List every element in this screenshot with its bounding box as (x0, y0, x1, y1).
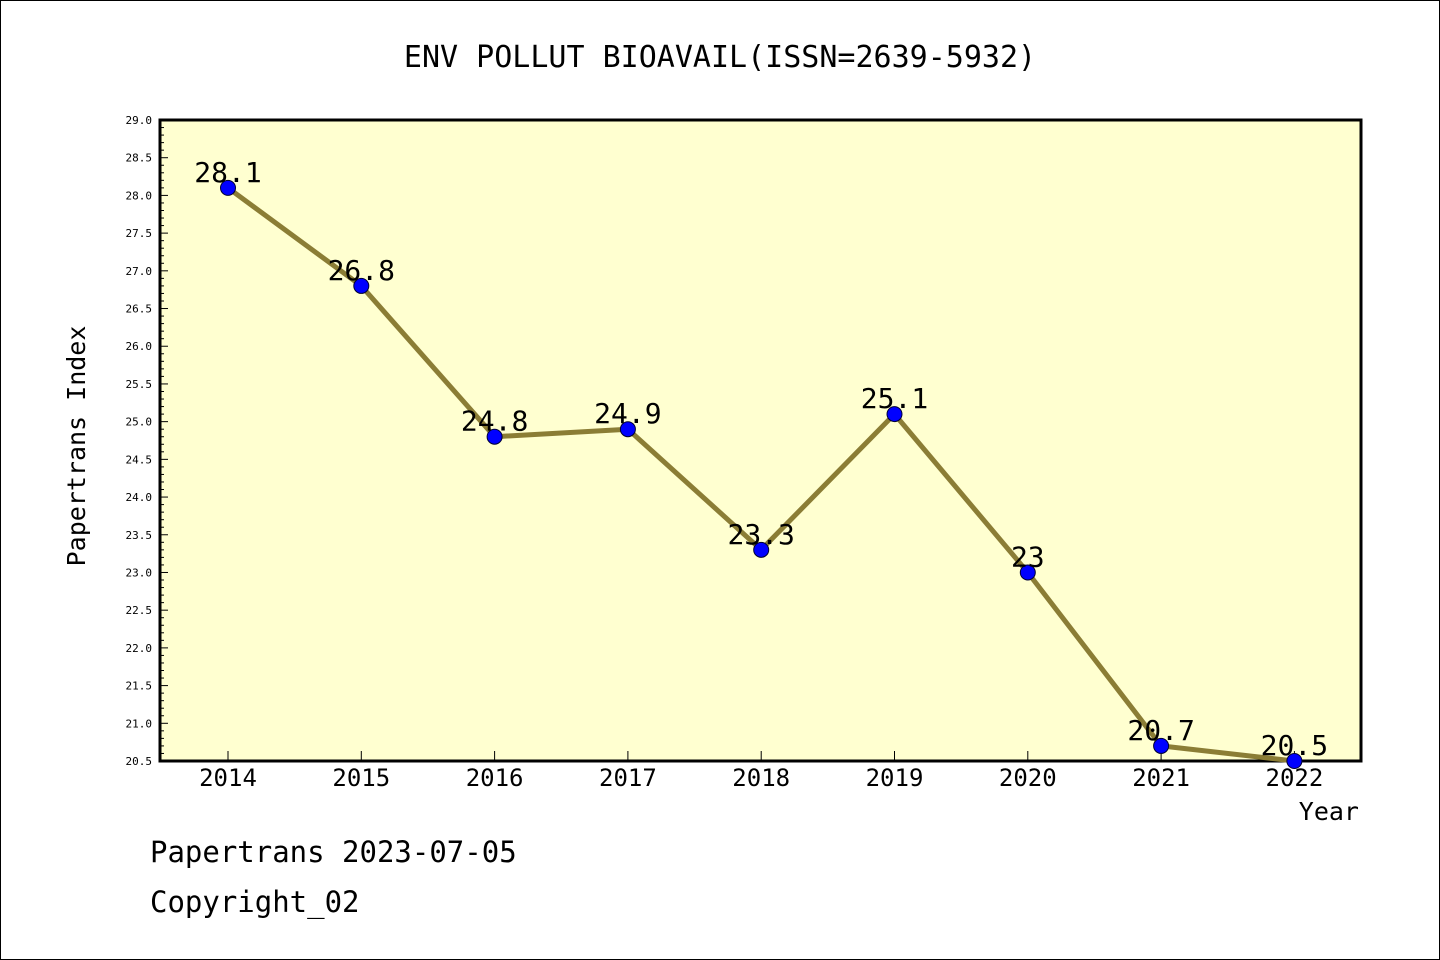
data-point-marker (1153, 737, 1170, 754)
footer-copyright-text: Copyright_02 (150, 885, 360, 919)
y-tick-label: 29.0 (126, 114, 153, 127)
x-tick-label: 2018 (732, 764, 790, 792)
y-tick-label: 22.0 (126, 642, 153, 655)
y-tick-label: 21.0 (126, 717, 153, 730)
y-tick-label: 27.0 (126, 265, 153, 278)
y-tick-label: 26.0 (126, 340, 153, 353)
y-tick-label: 20.5 (126, 755, 153, 768)
y-tick-label: 23.5 (126, 529, 153, 542)
data-point-marker (1019, 564, 1036, 581)
data-label: 20.5 (1261, 729, 1328, 762)
data-labels: 28.1 26.8 24.8 24.9 23.3 25.1 23 20.7 20.5 (194, 156, 1328, 762)
data-point-marker (619, 421, 636, 438)
x-tick-label: 2016 (466, 764, 524, 792)
y-tick-label: 23.0 (126, 566, 153, 579)
data-label: 23.3 (727, 518, 794, 551)
y-tick-label: 27.5 (126, 227, 153, 240)
chart-title: ENV POLLUT BIOAVAIL(ISSN=2639-5932) (404, 40, 1036, 75)
x-tick-label: 2014 (199, 764, 257, 792)
y-tick-label: 21.5 (126, 680, 153, 693)
y-tick-label: 22.5 (126, 604, 153, 617)
x-axis-label: Year (1299, 797, 1359, 826)
data-label: 24.9 (594, 397, 661, 430)
x-tick-label: 2020 (999, 764, 1057, 792)
y-tick-label: 25.0 (126, 416, 153, 429)
y-tick-label: 28.5 (126, 152, 153, 165)
data-label: 24.8 (461, 405, 528, 438)
data-label: 20.7 (1127, 714, 1194, 747)
footer-date-text: Papertrans 2023-07-05 (150, 835, 517, 869)
y-tick-label: 25.5 (126, 378, 153, 391)
data-point-marker (486, 428, 503, 445)
x-tick-label: 2015 (332, 764, 390, 792)
data-point-marker (220, 179, 236, 196)
data-point-marker (886, 406, 903, 423)
x-tick-label: 2017 (599, 764, 657, 792)
plot-area (158, 118, 1363, 763)
y-tick-label: 24.5 (126, 453, 153, 466)
data-point-marker (753, 541, 770, 558)
data-point-marker (353, 277, 370, 294)
y-tick-label: 24.0 (126, 491, 153, 504)
data-label: 26.8 (328, 254, 395, 287)
x-tick-label: 2019 (866, 764, 924, 792)
y-axis-ticks: 20.5 21.0 21.5 22.0 22.5 23.0 23.5 24.0 24.5 25.0… (126, 114, 168, 768)
y-tick-label: 28.0 (126, 189, 153, 202)
data-label: 25.1 (861, 382, 928, 415)
data-label: 28.1 (194, 156, 261, 189)
y-axis-label: Papertrans Index (62, 326, 91, 567)
x-tick-label: 2021 (1132, 764, 1190, 792)
y-tick-label: 26.5 (126, 303, 153, 316)
data-label: 23 (1011, 540, 1045, 573)
data-point-marker (1286, 753, 1303, 769)
data-markers (220, 179, 1303, 769)
x-axis-ticks: 2014 2015 2016 2017 2018 2019 2020 2021 2022 (199, 751, 1323, 792)
